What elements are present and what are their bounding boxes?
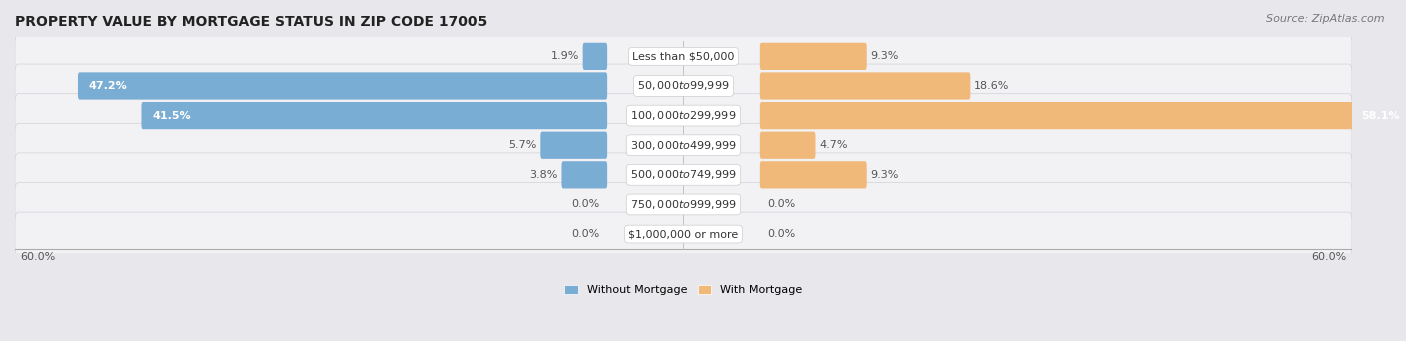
Text: 9.3%: 9.3% — [870, 51, 898, 61]
Text: 58.1%: 58.1% — [1361, 110, 1400, 121]
FancyBboxPatch shape — [15, 182, 1353, 226]
Text: Source: ZipAtlas.com: Source: ZipAtlas.com — [1267, 14, 1385, 24]
Text: $1,000,000 or more: $1,000,000 or more — [628, 229, 738, 239]
Text: $750,000 to $999,999: $750,000 to $999,999 — [630, 198, 737, 211]
FancyBboxPatch shape — [759, 43, 866, 70]
Text: 41.5%: 41.5% — [152, 110, 191, 121]
FancyBboxPatch shape — [15, 94, 1353, 137]
Text: Less than $50,000: Less than $50,000 — [633, 51, 735, 61]
Text: 47.2%: 47.2% — [89, 81, 128, 91]
Text: $300,000 to $499,999: $300,000 to $499,999 — [630, 139, 737, 152]
Text: $50,000 to $99,999: $50,000 to $99,999 — [637, 79, 730, 92]
Text: 0.0%: 0.0% — [572, 199, 600, 209]
Text: 60.0%: 60.0% — [1312, 252, 1347, 262]
Text: 1.9%: 1.9% — [550, 51, 579, 61]
FancyBboxPatch shape — [15, 212, 1353, 256]
FancyBboxPatch shape — [540, 132, 607, 159]
Text: 0.0%: 0.0% — [768, 229, 796, 239]
Text: $100,000 to $299,999: $100,000 to $299,999 — [630, 109, 737, 122]
FancyBboxPatch shape — [561, 161, 607, 189]
Text: 18.6%: 18.6% — [974, 81, 1010, 91]
FancyBboxPatch shape — [15, 64, 1353, 108]
Text: 3.8%: 3.8% — [529, 170, 558, 180]
Text: 4.7%: 4.7% — [820, 140, 848, 150]
FancyBboxPatch shape — [759, 72, 970, 100]
FancyBboxPatch shape — [759, 132, 815, 159]
Text: PROPERTY VALUE BY MORTGAGE STATUS IN ZIP CODE 17005: PROPERTY VALUE BY MORTGAGE STATUS IN ZIP… — [15, 15, 488, 29]
Text: 0.0%: 0.0% — [768, 199, 796, 209]
Legend: Without Mortgage, With Mortgage: Without Mortgage, With Mortgage — [564, 285, 803, 295]
FancyBboxPatch shape — [15, 34, 1353, 78]
Text: 5.7%: 5.7% — [508, 140, 537, 150]
Text: 60.0%: 60.0% — [21, 252, 56, 262]
FancyBboxPatch shape — [77, 72, 607, 100]
Text: $500,000 to $749,999: $500,000 to $749,999 — [630, 168, 737, 181]
Text: 0.0%: 0.0% — [572, 229, 600, 239]
FancyBboxPatch shape — [142, 102, 607, 129]
FancyBboxPatch shape — [582, 43, 607, 70]
FancyBboxPatch shape — [759, 102, 1406, 129]
FancyBboxPatch shape — [15, 123, 1353, 167]
FancyBboxPatch shape — [759, 161, 866, 189]
Text: 9.3%: 9.3% — [870, 170, 898, 180]
FancyBboxPatch shape — [15, 153, 1353, 197]
